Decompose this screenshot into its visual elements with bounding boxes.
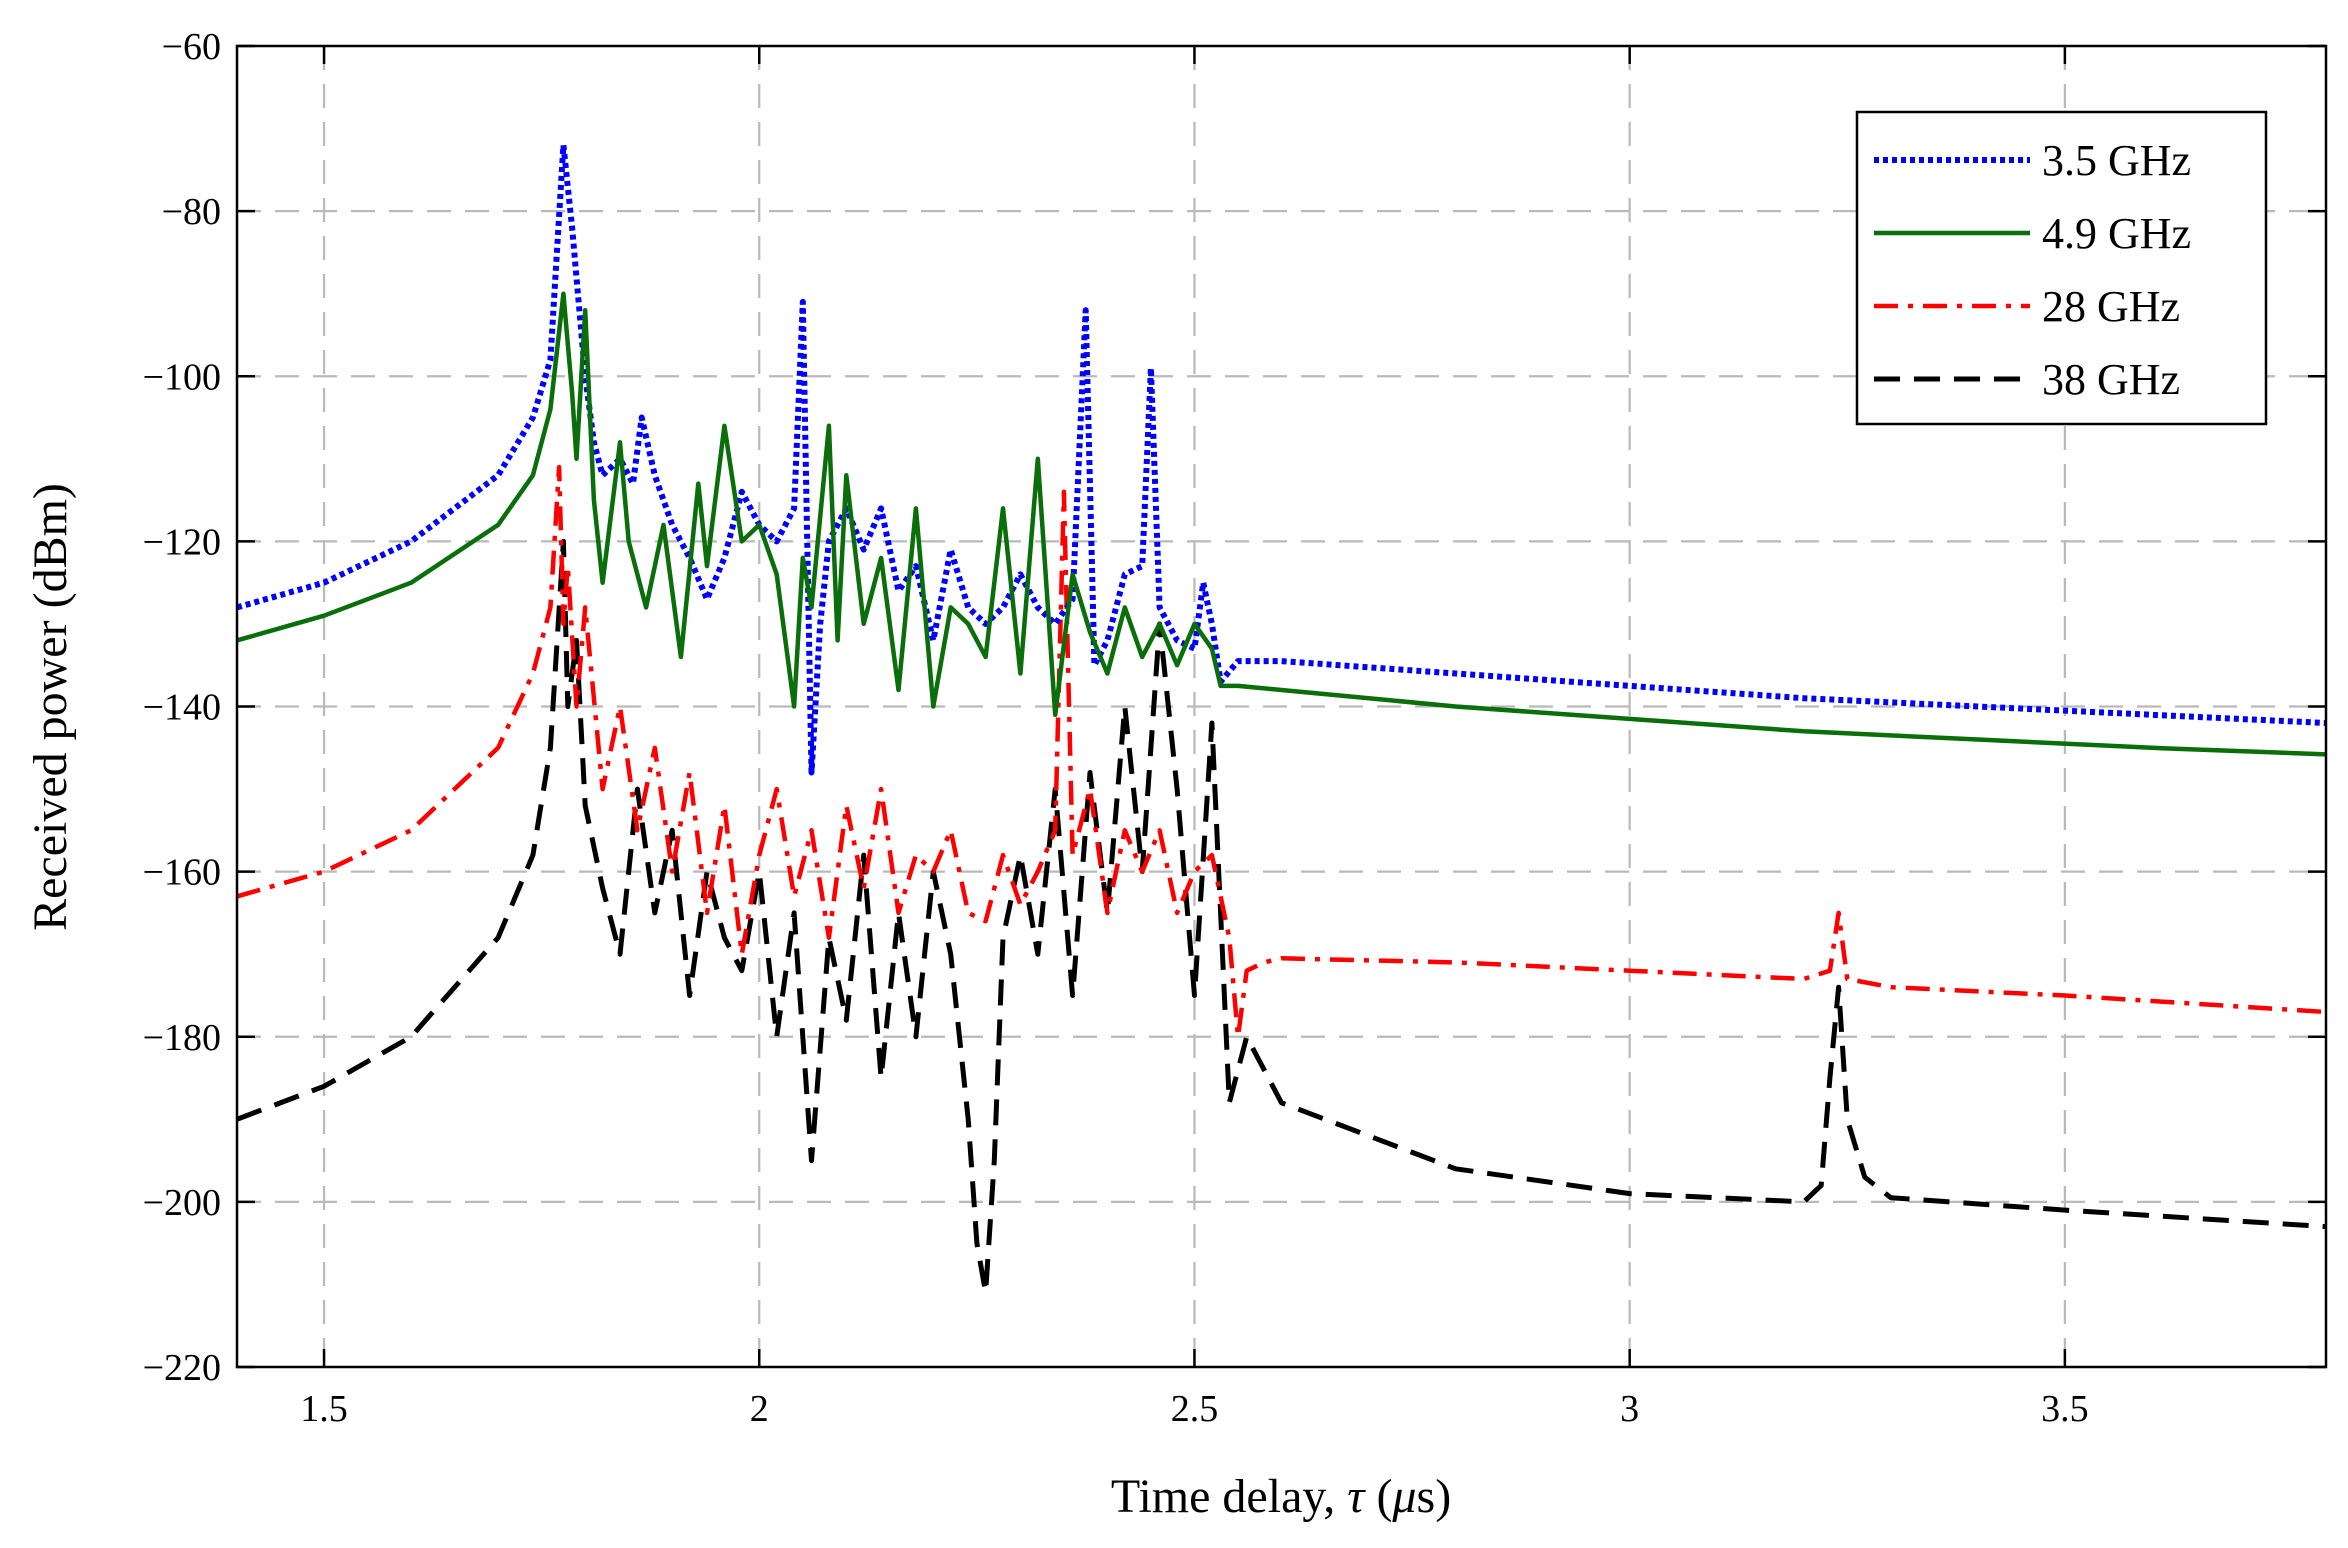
x-axis-label-mu: μ (1391, 1470, 1416, 1523)
series-line-28-ghz (237, 464, 2326, 1040)
legend-label: 38 GHz (2042, 355, 2180, 404)
y-tick-label: −80 (162, 191, 221, 233)
legend-box (1855, 110, 2268, 426)
series-line-38-ghz (237, 538, 2326, 1296)
y-tick-label: −60 (162, 26, 221, 68)
x-axis-label: Time delay, τ (μs) (1111, 1470, 1451, 1523)
y-axis-label: Received power (dBm) (24, 483, 77, 931)
y-tick-label: −100 (143, 356, 221, 398)
x-tick-label: 3.5 (2041, 1388, 2089, 1430)
y-tick-label: −160 (143, 852, 221, 894)
legend: 3.5 GHz 4.9 GHz 28 GHz 38 GHz (1855, 110, 2268, 426)
ticks: 1.5 2 2.5 3 3.5 −220 −200 −180 −160 −140 −120 −100 −… (143, 26, 2326, 1430)
x-tick-label: 3 (1620, 1388, 1639, 1430)
legend-label: 4.9 GHz (2042, 209, 2191, 258)
y-tick-label: −120 (143, 521, 221, 563)
y-tick-label: −200 (143, 1182, 221, 1224)
x-axis-label-tau: τ (1347, 1470, 1366, 1523)
y-tick-label: −140 (143, 687, 221, 729)
x-tick-label: 1.5 (300, 1388, 348, 1430)
legend-label: 28 GHz (2042, 282, 2180, 331)
x-tick-label: 2 (750, 1388, 769, 1430)
series-layer (237, 142, 2326, 1296)
y-tick-label: −220 (143, 1347, 221, 1389)
legend-label: 3.5 GHz (2042, 136, 2191, 185)
grid (237, 46, 2326, 1367)
series-line-4-9-ghz (237, 291, 2326, 757)
x-tick-label: 2.5 (1171, 1388, 1219, 1430)
y-tick-label: −180 (143, 1017, 221, 1059)
